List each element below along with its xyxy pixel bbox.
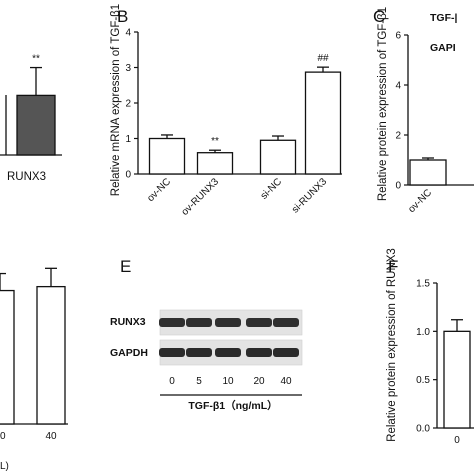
panel-d-bar — [0, 289, 15, 425]
blot-band-gapdh — [215, 348, 241, 357]
panel-f-ylabel: Relative protein expression of RUNX3 — [386, 248, 398, 442]
panel-b-x-tick-label: ov-NC — [145, 176, 173, 204]
blot-row-label-gapdh: GAPDH — [110, 347, 148, 359]
panel-f-y-tick-label: 0.5 — [416, 375, 430, 386]
panel-f: F Relative protein expression of RUNX3 0… — [386, 248, 474, 446]
panel-c-blot-label-1: TGF-| — [430, 12, 457, 24]
panel-b-y-tick-label: 0 — [125, 170, 131, 181]
panel-e-letter: E — [120, 257, 131, 276]
panel-c: C TGF-| GAPI Relative protein expression… — [373, 7, 474, 215]
panel-a-significance-label: ** — [32, 54, 40, 65]
blot-band-gapdh — [273, 348, 299, 357]
panel-c-y-tick-label: 6 — [395, 31, 401, 42]
panel-b-x-tick-label: si-NC — [259, 176, 284, 201]
panel-f-y-tick-label: 1.0 — [416, 327, 430, 338]
panel-d-x-tick-label: 40 — [45, 431, 57, 442]
panel-c-y-tick-label: 4 — [395, 81, 401, 92]
blot-band-runx3 — [273, 318, 299, 327]
panel-c-letter: C — [373, 7, 385, 26]
panel-c-ylabel: Relative protein expression of TGF-β1 — [377, 7, 389, 201]
panel-c-x-tick-label: ov-NC — [406, 187, 434, 215]
blot-band-runx3 — [215, 318, 241, 327]
panel-d-axis-fragment: L) — [0, 461, 9, 472]
panel-b-bar — [196, 152, 234, 175]
panel-c-y-tick-label: 0 — [395, 181, 401, 192]
panel-b-significance-label: ## — [317, 53, 329, 64]
panel-e-xlabel: TGF-β1（ng/mL） — [188, 399, 277, 412]
blot-lane-labels: 0 5 10 20 40 — [160, 376, 302, 396]
blot-band-gapdh — [186, 348, 212, 357]
panel-b-bar — [259, 139, 297, 175]
blot-lane-label: 10 — [222, 376, 234, 387]
panel-d-bar — [36, 285, 66, 425]
blot-band-gapdh — [246, 348, 272, 357]
panel-b: B Relative mRNA expression of TGF-β1 0 1 2… — [110, 4, 342, 218]
panel-f-y-tick-label: 0.0 — [416, 424, 430, 435]
panel-b-bar — [304, 71, 342, 175]
panel-c-blot-label-2: GAPI — [430, 42, 456, 54]
panel-e: E RUNX3 GAPDH 0 5 10 20 40 TGF-β1（ng/mL） — [110, 257, 303, 412]
panel-d: L) 20 40 — [0, 267, 68, 472]
panel-a-bar — [16, 94, 56, 156]
panel-f-bar — [443, 330, 471, 429]
panel-a: RUNX3 ** — [0, 54, 62, 183]
panel-b-ylabel: Relative mRNA expression of TGF-β1 — [110, 4, 122, 196]
panel-b-y-tick-label: 2 — [125, 99, 131, 110]
panel-b-y-tick-label: 3 — [125, 63, 131, 74]
blot-band-runx3 — [246, 318, 272, 327]
panel-f-letter: F — [388, 257, 398, 276]
blot-lane-label: 20 — [253, 376, 265, 387]
blot-bands — [159, 318, 299, 357]
panel-b-significance-label: ** — [211, 136, 219, 147]
blot-lane-label: 0 — [169, 376, 175, 387]
panel-b-y-tick-label: 1 — [125, 134, 131, 145]
panel-f-x-tick-label: 0 — [454, 435, 460, 446]
blot-band-runx3 — [186, 318, 212, 327]
panel-c-bar — [409, 159, 447, 186]
blot-band-runx3 — [159, 318, 185, 327]
panel-b-x-tick-label: ov-RUNX3 — [180, 176, 222, 218]
panel-b-bar — [148, 137, 186, 175]
panel-b-letter: B — [117, 7, 128, 26]
blot-lane-label: 5 — [196, 376, 202, 387]
blot-band-gapdh — [159, 348, 185, 357]
panel-a-xlabel: RUNX3 — [7, 171, 46, 183]
panel-b-x-tick-label: si-RUNX3 — [290, 176, 330, 216]
panel-b-y-tick-label: 4 — [125, 28, 131, 39]
panel-d-x-tick-label: 20 — [0, 431, 6, 442]
blot-row-label-runx3: RUNX3 — [110, 316, 146, 328]
panel-f-y-tick-label: 1.5 — [416, 279, 430, 290]
panel-c-y-tick-label: 2 — [395, 131, 401, 142]
blot-lane-label: 40 — [280, 376, 292, 387]
